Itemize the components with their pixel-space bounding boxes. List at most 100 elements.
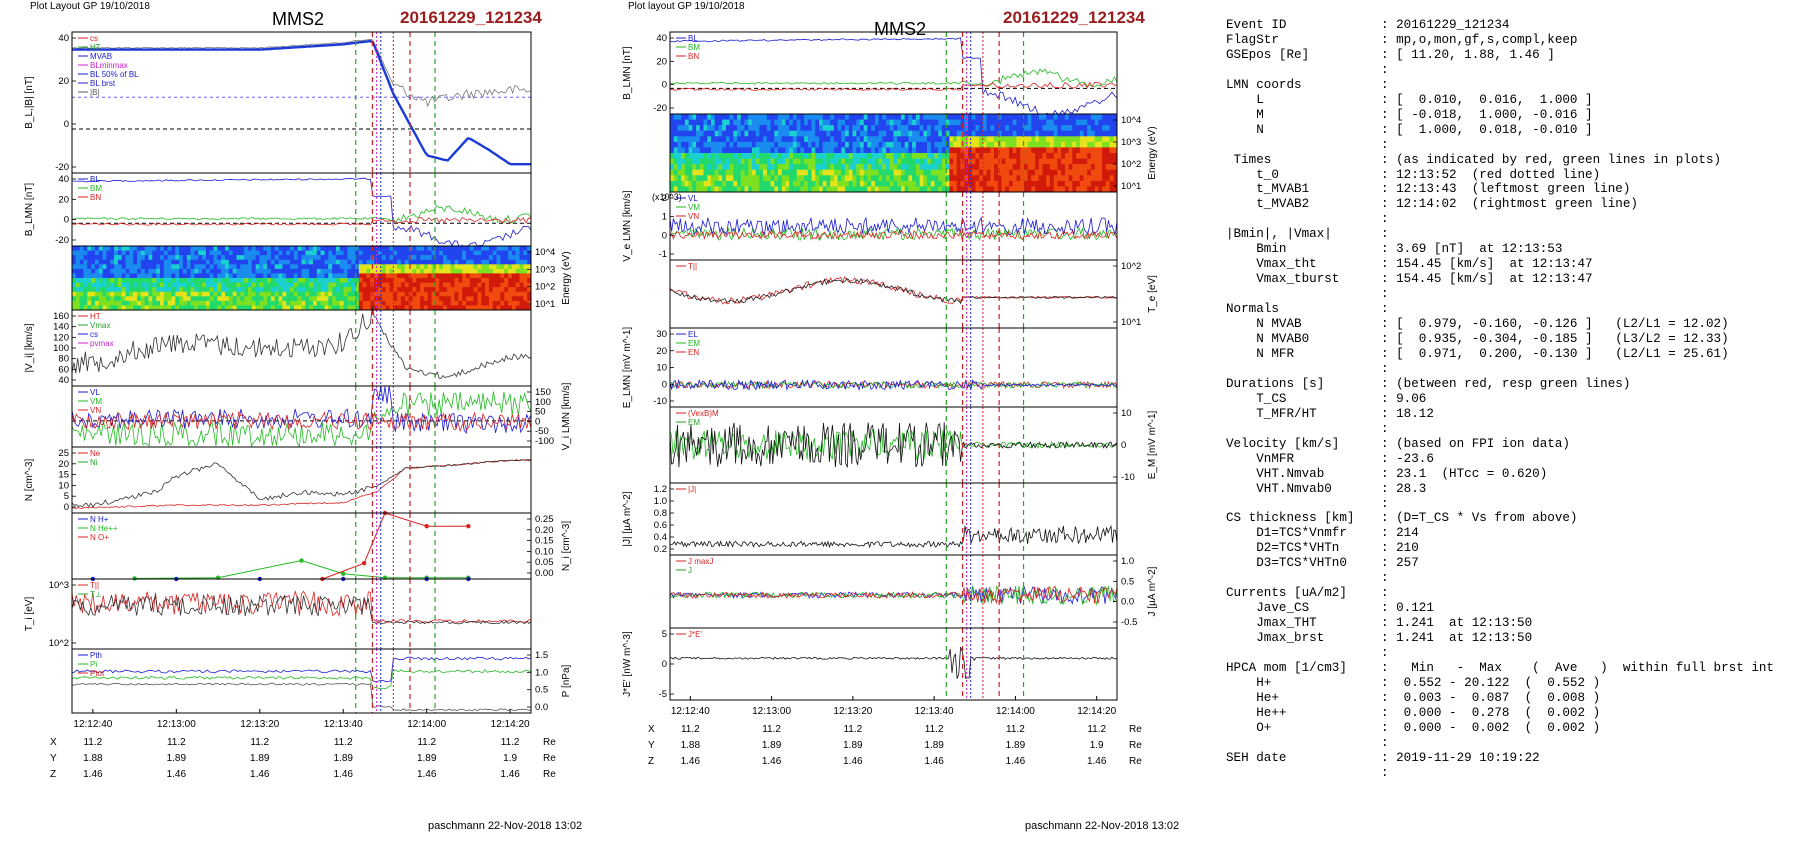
vm-line [71, 391, 532, 448]
info-value: : [1381, 62, 1389, 77]
legend-entry: VM [90, 397, 102, 406]
y-tick-label: 50 [535, 407, 546, 418]
y-tick-label: 10^1 [535, 299, 555, 310]
y-tick-label: 10^1 [1121, 181, 1141, 192]
y-tick-label: 0.00 [535, 568, 554, 579]
y-axis-label: N_i [cm^-3] [561, 521, 572, 571]
ve-n-line [669, 229, 1118, 241]
left-plot-header: Plot Layout GP 19/10/2018 [30, 1, 150, 12]
y-axis-label: E_LMN [mV m^-1] [622, 327, 633, 409]
x-tick-label: 12:12:40 [671, 706, 710, 717]
middle-event-label: 20161229_121234 [1003, 8, 1145, 27]
info-key: L [1226, 92, 1264, 107]
y-tick-label: 0.0 [535, 702, 548, 713]
info-value: : (based on FPI ion data) [1381, 436, 1570, 451]
vexb-line [669, 422, 1118, 469]
info-key: D2=TCS*VHTn [1226, 541, 1340, 556]
info-value: : 23.1 (HTcc = 0.620) [1381, 466, 1548, 481]
info-value: : 214 [1381, 526, 1419, 541]
panel-frame [71, 648, 532, 714]
panel-9: 5 0 -5 J*E' [nW m^-3] J*E' [622, 627, 1118, 701]
x-tick-label: 12:13:00 [752, 706, 791, 717]
pos-value: 11.2 [681, 724, 700, 735]
y-tick-label: 100 [53, 343, 69, 354]
ve-l-line [669, 216, 1118, 236]
info-value: : [1381, 735, 1389, 750]
info-key: |Bmin|, |Vmax| [1226, 227, 1332, 242]
y-tick-label: 0.6 [654, 520, 667, 531]
info-value: : [ 0.971, 0.200, -0.130 ] (L2/L1 = 25.6… [1381, 346, 1729, 361]
y-tick-label: 0 [64, 502, 69, 513]
y-tick-label: 10 [1121, 408, 1132, 419]
info-key: D3=TCS*VHTn0 [1226, 556, 1347, 571]
y-axis-label: |V_i| [km/s] [24, 323, 35, 372]
y-tick-label: 140 [53, 322, 69, 333]
info-line: : [1226, 736, 1774, 751]
bl-line [71, 177, 532, 250]
info-line: : [1226, 63, 1774, 78]
y-tick-label: 0.20 [535, 525, 554, 536]
y-tick-label: 0.10 [535, 546, 554, 557]
x-tick-label: 12:14:20 [491, 719, 530, 730]
panel-frame [669, 406, 1118, 484]
panel-frame [71, 578, 532, 650]
info-value: : 154.45 [km/s] at 12:13:47 [1381, 257, 1593, 272]
em-green-line [669, 429, 1118, 462]
ni-species-line [322, 512, 469, 580]
legend-entry: Vmax [90, 321, 110, 330]
info-value: : 3.69 [nT] at 12:13:53 [1381, 242, 1563, 257]
pos-value: 11.2 [501, 737, 520, 748]
legend-entry: cs [90, 330, 98, 339]
y-tick-label: 25 [58, 448, 69, 459]
pos-value: 1.89 [167, 753, 187, 764]
panel-frame [669, 327, 1118, 408]
panel-frame [669, 191, 1118, 261]
legend-entry: T|| [688, 262, 697, 271]
y-axis-label: P [nPa] [561, 664, 572, 697]
vn-line [71, 410, 532, 433]
legend-entry: VL [90, 388, 100, 397]
info-line: He+: 0.003 - 0.087 ( 0.008 ) [1226, 691, 1774, 706]
info-line: O+: 0.000 - 0.002 ( 0.002 ) [1226, 721, 1774, 736]
y-tick-label: 0 [662, 659, 667, 670]
x-tick-label: 12:13:20 [240, 719, 279, 730]
info-value: : 18.12 [1381, 406, 1434, 421]
panel-3: 10^4 10^3 10^2 10^1 Energy (eV) [71, 245, 572, 311]
info-value: : 210 [1381, 541, 1419, 556]
legend-entry: Pi [90, 660, 97, 669]
y-tick-label: 10^3 [1121, 137, 1141, 148]
info-value: : [1381, 287, 1389, 302]
info-line: N MVAB0: [ 0.935, -0.304, -0.185 ] (L3/L… [1226, 332, 1774, 347]
legend-entry: T|| [90, 581, 99, 590]
y-tick-label: 10^3 [535, 264, 555, 275]
vl-line [71, 385, 532, 435]
legend-entry: EN [688, 348, 699, 357]
y-tick-label: 0 [1121, 440, 1126, 451]
info-key: H+ [1226, 675, 1272, 690]
info-line: N: [ 1.000, 0.018, -0.010 ] [1226, 123, 1774, 138]
y-tick-label: -100 [535, 436, 554, 447]
bl-series-line [72, 39, 531, 166]
pos-value: 1.46 [167, 769, 187, 780]
ne-line [71, 459, 531, 509]
pos-row-label: X [50, 737, 57, 748]
ni-species-point [466, 524, 471, 529]
legend-entry: N H+ [90, 515, 109, 524]
pos-value: 1.88 [83, 753, 103, 764]
y-axis-label: |J| [µA m^-2] [622, 491, 633, 546]
y-tick-label: 1.0 [1121, 556, 1134, 567]
ptot-line [71, 656, 532, 683]
info-line: D2=TCS*VHTn : 210 [1226, 541, 1774, 556]
pos-value: 11.2 [83, 737, 102, 748]
info-value: : [ 0.979, -0.160, -0.126 ] (L2/L1 = 12.… [1381, 317, 1729, 332]
y-tick-label: -10 [653, 396, 667, 407]
pos-unit: Re [543, 737, 556, 748]
info-line: SEH date: 2019-11-29 10:19:22 [1226, 751, 1774, 766]
info-key: N MVAB0 [1226, 332, 1310, 347]
